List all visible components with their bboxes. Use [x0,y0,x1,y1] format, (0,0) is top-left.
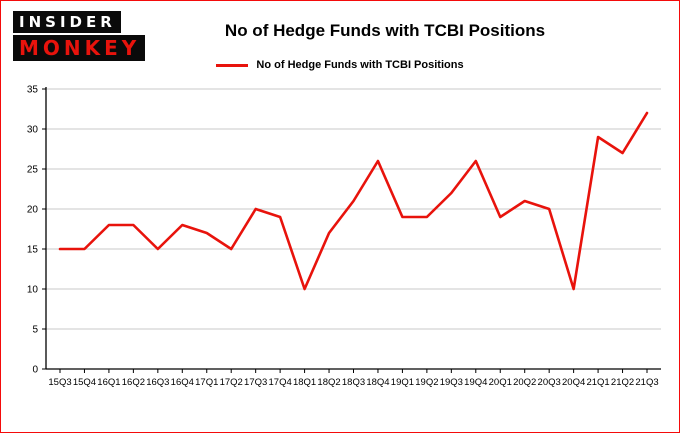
logo-insider-text: INSIDER [13,11,121,33]
legend-line-swatch [216,63,249,67]
legend-label: No of Hedge Funds with TCBI Positions [256,59,464,71]
x-tick-label: 18Q2 [317,377,340,388]
chart-legend: No of Hedge Funds with TCBI Positions [1,59,679,71]
x-tick-label: 17Q2 [220,377,243,388]
x-tick-label: 17Q3 [244,377,267,388]
x-tick-label: 20Q3 [538,377,561,388]
x-tick-label: 17Q4 [269,377,292,388]
x-tick-label: 20Q1 [489,377,512,388]
x-tick-label: 15Q4 [73,377,96,388]
x-tick-label: 19Q1 [391,377,414,388]
x-tick-label: 17Q1 [195,377,218,388]
x-tick-label: 16Q1 [97,377,120,388]
y-tick-label: 35 [27,85,39,96]
x-tick-label: 21Q3 [635,377,658,388]
insider-monkey-logo: INSIDER MONKEY [13,11,146,61]
x-tick-label: 18Q1 [293,377,316,388]
chart-title: No of Hedge Funds with TCBI Positions [224,21,546,40]
y-tick-label: 15 [27,245,39,256]
x-tick-label: 18Q3 [342,377,365,388]
y-tick-label: 30 [27,125,39,136]
data-line [58,111,649,291]
x-tick-label: 15Q3 [48,377,71,388]
y-tick-label: 0 [32,365,38,376]
logo-monkey-text: MONKEY [13,35,146,61]
x-tick-label: 21Q1 [586,377,609,388]
x-tick-label: 18Q4 [366,377,389,388]
x-tick-label: 20Q4 [562,377,585,388]
y-tick-label: 10 [27,285,39,296]
y-tick-label: 25 [27,165,39,176]
y-tick-label: 5 [32,325,38,336]
x-tick-label: 21Q2 [611,377,634,388]
y-tick-label: 20 [27,205,39,216]
x-tick-label: 16Q3 [146,377,169,388]
x-tick-label: 16Q2 [122,377,145,388]
x-tick-label: 16Q4 [171,377,194,388]
x-tick-label: 19Q3 [440,377,463,388]
x-tick-label: 19Q2 [415,377,438,388]
x-tick-label: 20Q2 [513,377,536,388]
x-tick-label: 19Q4 [464,377,487,388]
